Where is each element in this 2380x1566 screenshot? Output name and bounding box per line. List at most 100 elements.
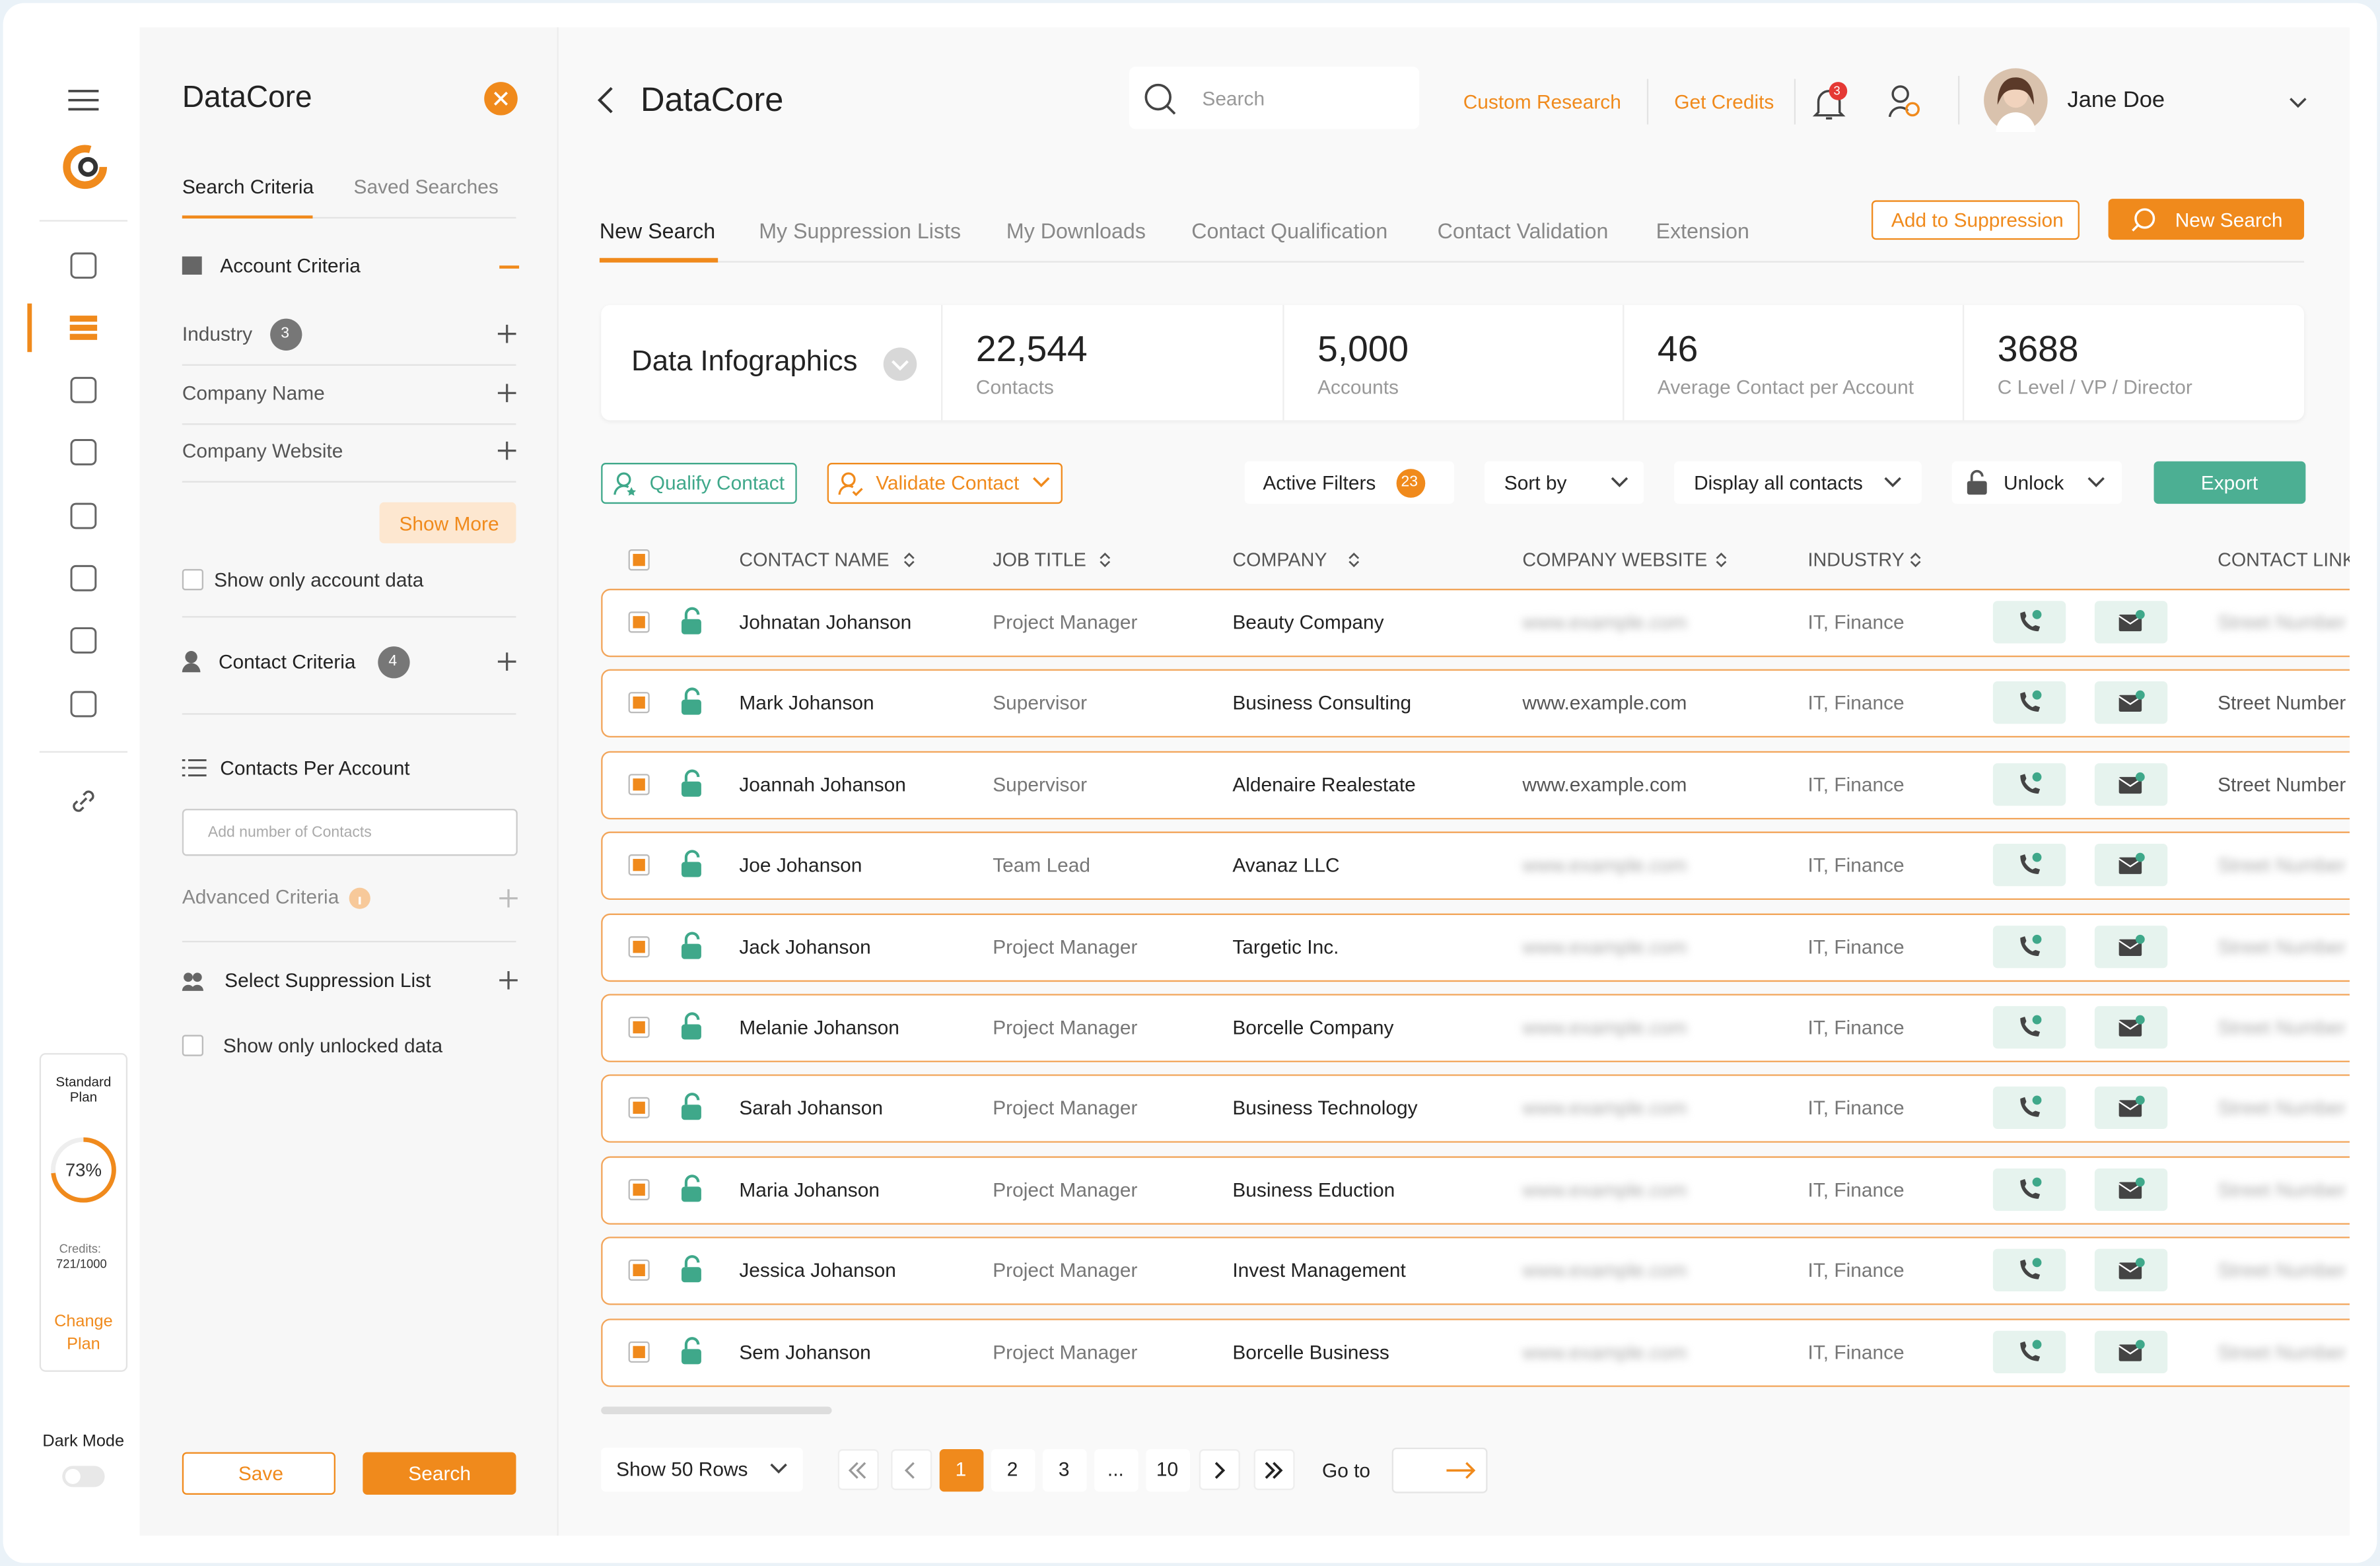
button-text[interactable]: Add to Suppression xyxy=(1891,209,2064,232)
checkbox[interactable] xyxy=(628,549,650,571)
phone-button[interactable] xyxy=(1992,925,2066,968)
tab[interactable]: My Downloads xyxy=(1006,218,1146,243)
column-header[interactable]: INDUSTRY xyxy=(1807,549,1905,571)
phone-button[interactable] xyxy=(1992,681,2066,725)
first-page[interactable] xyxy=(848,1461,867,1480)
tab[interactable]: Saved Searches xyxy=(353,175,499,198)
page-button[interactable] xyxy=(1199,1449,1240,1491)
checkbox[interactable] xyxy=(628,1260,650,1281)
search-box[interactable] xyxy=(1129,67,1420,129)
checkbox[interactable] xyxy=(628,773,650,795)
contacts-input[interactable] xyxy=(182,809,518,856)
close-button[interactable] xyxy=(484,82,518,116)
rows-select[interactable] xyxy=(601,1447,803,1492)
checkbox[interactable] xyxy=(628,611,650,633)
page-number[interactable]: 10 xyxy=(1156,1457,1179,1481)
show-more-text[interactable]: Show More xyxy=(399,512,499,535)
save-text[interactable]: Save xyxy=(238,1462,283,1485)
next-page[interactable] xyxy=(1210,1461,1228,1480)
checkbox[interactable] xyxy=(628,1340,650,1363)
sort-icon[interactable] xyxy=(1099,551,1111,569)
plus-icon[interactable] xyxy=(497,651,518,672)
column-header[interactable]: JOB TITLE xyxy=(993,549,1086,571)
phone-button[interactable] xyxy=(1992,1005,2066,1049)
unlock-icon[interactable] xyxy=(680,1255,707,1283)
nav-icon[interactable] xyxy=(70,252,97,279)
unlock-icon[interactable] xyxy=(680,1012,707,1040)
phone-button[interactable] xyxy=(1992,1087,2066,1130)
dropdown-text[interactable]: Unlock xyxy=(2003,471,2064,494)
dropdown-text[interactable]: Display all contacts xyxy=(1694,471,1863,494)
collapse-toggle[interactable] xyxy=(883,347,917,381)
page-button[interactable] xyxy=(939,1449,984,1492)
unlock-icon[interactable] xyxy=(680,1174,707,1202)
header-link[interactable]: Get Credits xyxy=(1674,90,1774,114)
change-plan[interactable]: Change Plan xyxy=(54,1312,113,1354)
rows-text[interactable]: Show 50 Rows xyxy=(616,1457,748,1481)
link-icon[interactable] xyxy=(70,788,97,815)
tab-active[interactable]: New Search xyxy=(599,218,716,243)
plus-icon[interactable] xyxy=(497,382,518,403)
nav-icon[interactable] xyxy=(70,438,97,465)
column-header[interactable]: COMPANY WEBSITE xyxy=(1522,549,1708,571)
dropdown[interactable] xyxy=(1674,461,1922,504)
tab[interactable]: Contact Validation xyxy=(1437,218,1609,243)
sort-icon[interactable] xyxy=(1909,551,1921,569)
page-button[interactable] xyxy=(1146,1449,1191,1492)
page-number[interactable]: ... xyxy=(1107,1457,1124,1481)
sort-icon[interactable] xyxy=(1348,551,1360,569)
unlock-icon[interactable] xyxy=(680,931,707,959)
dropdown-text[interactable]: Sort by xyxy=(1504,471,1567,494)
unlock-icon[interactable] xyxy=(680,1336,707,1364)
page-button[interactable] xyxy=(891,1449,932,1491)
menu-icon[interactable] xyxy=(68,90,99,111)
unlock-icon[interactable] xyxy=(680,607,707,634)
phone-button[interactable] xyxy=(1992,763,2066,806)
nav-icon[interactable] xyxy=(70,502,97,529)
nav-icon[interactable] xyxy=(70,627,97,654)
column-header[interactable]: CONTACT LINK xyxy=(2218,549,2350,571)
filter-text[interactable]: Active Filters xyxy=(1263,471,1376,494)
page-number[interactable]: 1 xyxy=(955,1457,967,1481)
page-button[interactable] xyxy=(1043,1449,1087,1492)
checkbox[interactable] xyxy=(628,1016,650,1038)
prev-page[interactable] xyxy=(901,1461,920,1480)
checkbox[interactable] xyxy=(182,1035,203,1056)
tab[interactable]: Extension xyxy=(1656,218,1749,243)
plus-icon[interactable] xyxy=(498,970,519,991)
goto-arrow[interactable] xyxy=(1446,1461,1477,1480)
checkbox[interactable] xyxy=(628,693,650,714)
nav-icon[interactable] xyxy=(69,314,98,341)
tab[interactable]: My Suppression Lists xyxy=(759,218,962,243)
unlock-icon[interactable] xyxy=(680,850,707,877)
phone-button[interactable] xyxy=(1992,601,2066,644)
tab-active[interactable]: Search Criteria xyxy=(182,175,314,198)
button-text[interactable]: Export xyxy=(2200,471,2258,494)
back-button[interactable] xyxy=(597,86,613,114)
nav-icon[interactable] xyxy=(70,564,97,592)
last-page[interactable] xyxy=(1265,1461,1283,1480)
plus-icon[interactable] xyxy=(497,323,518,345)
plus-icon[interactable] xyxy=(498,888,519,909)
search-button[interactable] xyxy=(363,1452,516,1495)
checkbox[interactable] xyxy=(628,936,650,957)
phone-button[interactable] xyxy=(1992,844,2066,887)
checkbox[interactable] xyxy=(628,854,650,876)
add-suppression-button[interactable] xyxy=(1872,200,2080,240)
page-number[interactable]: 2 xyxy=(1006,1457,1018,1481)
header-link[interactable]: Custom Research xyxy=(1463,90,1621,114)
phone-button[interactable] xyxy=(1992,1249,2066,1292)
phone-button[interactable] xyxy=(1992,1330,2066,1373)
plus-icon[interactable] xyxy=(497,440,518,461)
column-header[interactable]: CONTACT NAME xyxy=(739,549,890,571)
checkbox[interactable] xyxy=(628,1097,650,1119)
button-text[interactable]: Validate Contact xyxy=(876,471,1020,494)
qualify-button[interactable] xyxy=(601,463,797,504)
tab[interactable]: Contact Qualification xyxy=(1191,218,1388,243)
button-text[interactable]: Qualify Contact xyxy=(649,471,785,494)
search-text[interactable]: Search xyxy=(408,1462,471,1485)
show-more-button[interactable] xyxy=(379,502,516,543)
column-header[interactable]: COMPANY xyxy=(1232,549,1327,571)
new-search-button[interactable] xyxy=(2108,199,2305,240)
page-button[interactable] xyxy=(991,1449,1035,1492)
